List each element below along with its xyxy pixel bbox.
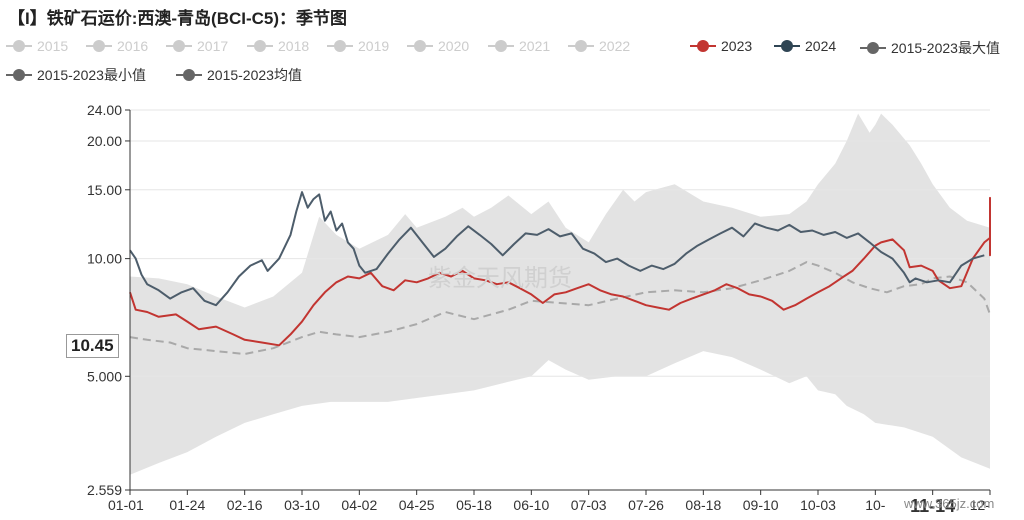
legend-label: 2022 [599,38,631,54]
series-line-2015-2023均值 [129,261,991,355]
series-line-2023 [129,196,991,347]
x-tick-label: 08-18 [685,497,721,513]
legend-item-9[interactable]: 2024 [774,38,836,54]
legend-symbol-icon [690,39,716,53]
legend-item-2[interactable]: 2017 [166,38,228,54]
legend-label: 2017 [197,38,229,54]
x-tick-label: 12- [970,497,991,513]
legend-symbol-icon [176,68,202,82]
current-value-label: 10.45 [66,334,119,358]
legend-label: 2024 [805,38,837,54]
legend-item-12[interactable]: 2015-2023均值 [176,65,302,85]
x-tick-label: 01-01 [108,497,144,513]
y-tick-label: 24.00 [87,102,122,118]
series-line-2024 [129,191,985,307]
legend-symbol-icon [6,68,32,82]
chart-title: 【I】铁矿石运价:西澳-青岛(BCI-C5)：季节图 [8,9,348,28]
x-tick-label: 10- [865,497,886,513]
legend-item-6[interactable]: 2021 [488,38,550,54]
legend-item-0[interactable]: 2015 [6,38,68,54]
legend-symbol-icon [568,39,594,53]
y-tick-label: 2.559 [87,482,122,498]
legend-item-3[interactable]: 2018 [247,38,309,54]
x-tick-label: 04-25 [399,497,435,513]
x-tick-label: 07-26 [628,497,664,513]
x-tick-label: 03-10 [284,497,320,513]
legend-label: 2019 [358,38,390,54]
legend-symbol-icon [407,39,433,53]
x-tick-label: 10-03 [800,497,836,513]
legend-item-5[interactable]: 2020 [407,38,469,54]
legend-symbol-icon [774,39,800,53]
legend-label: 2015-2023最大值 [891,40,1000,56]
x-tick-label: 01-24 [169,497,205,513]
legend-label: 2023 [721,38,753,54]
x-tick-label: 07-03 [571,497,607,513]
x-tick-label: 06-10 [513,497,549,513]
x-tick-label: 09-10 [743,497,779,513]
legend-symbol-icon [86,39,112,53]
site-watermark: www.365jz.com [904,496,995,511]
legend-label: 2016 [117,38,149,54]
legend-item-11[interactable]: 2015-2023最小值 [6,65,146,85]
legend-symbol-icon [860,41,886,55]
legend-symbol-icon [166,39,192,53]
legend-symbol-icon [327,39,353,53]
legend-symbol-icon [247,39,273,53]
legend-item-1[interactable]: 2016 [86,38,148,54]
legend-label: 2018 [278,38,310,54]
watermark: 紫金天风期货 [428,265,572,292]
y-tick-label: 15.00 [87,182,122,198]
legend-label: 2021 [519,38,551,54]
legend-symbol-icon [488,39,514,53]
x-tick-label: 04-02 [341,497,377,513]
x-tick-label: 05-18 [456,497,492,513]
x-tick-label: 02-16 [227,497,263,513]
y-tick-label: 20.00 [87,133,122,149]
y-tick-label: 10.00 [87,251,122,267]
legend-item-8[interactable]: 2023 [690,38,752,54]
x-tick-label: 11-14 [910,496,955,516]
legend-label: 2015-2023均值 [207,67,302,83]
legend-symbol-icon [6,39,32,53]
legend-item-7[interactable]: 2022 [568,38,630,54]
legend-item-10[interactable]: 2015-2023最大值 [860,38,1000,58]
legend-label: 2015 [37,38,69,54]
legend-item-4[interactable]: 2019 [327,38,389,54]
legend-label: 2015-2023最小值 [37,67,146,83]
legend-label: 2020 [438,38,470,54]
y-tick-label: 5.000 [87,368,122,384]
